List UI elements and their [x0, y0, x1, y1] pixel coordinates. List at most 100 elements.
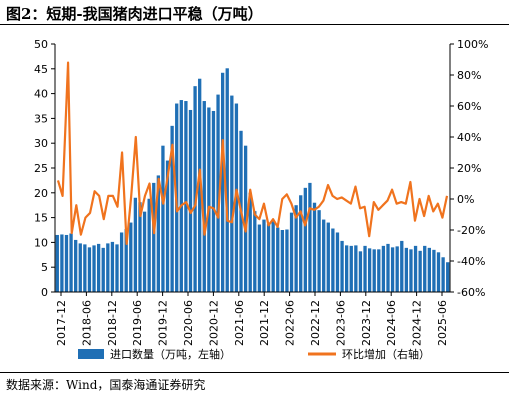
- bar: [404, 247, 409, 292]
- bar: [390, 247, 395, 292]
- left-tick-label: 40: [34, 88, 48, 101]
- right-tick-label: -40%: [457, 255, 485, 268]
- bar: [248, 192, 252, 292]
- bar: [110, 241, 115, 292]
- left-tick-label: 30: [34, 137, 48, 150]
- bar: [413, 245, 418, 292]
- x-tick-label: 2024-12: [411, 300, 424, 346]
- right-tick-label: 40%: [457, 131, 481, 144]
- bar: [289, 212, 294, 292]
- x-tick-label: 2022-06: [284, 300, 297, 346]
- bar: [92, 245, 96, 292]
- line-series: [56, 61, 449, 246]
- bar: [377, 249, 381, 292]
- bar: [230, 95, 234, 292]
- legend-label-line: 环比增加（右轴）: [342, 347, 430, 361]
- left-tick-label: 5: [41, 261, 48, 274]
- bar: [280, 230, 285, 292]
- left-tick-label: 10: [34, 236, 48, 249]
- bar: [69, 233, 73, 292]
- right-tick-label: 60%: [457, 100, 481, 113]
- left-tick-label: 45: [34, 63, 48, 76]
- bar: [354, 245, 358, 292]
- x-tick-label: 2020-06: [182, 300, 195, 346]
- left-tick-label: 25: [34, 162, 48, 175]
- bar: [432, 249, 436, 292]
- bar: [220, 72, 225, 292]
- bar: [266, 224, 271, 292]
- bar: [331, 228, 335, 292]
- bar: [446, 262, 450, 292]
- bar: [170, 125, 174, 292]
- bar: [211, 110, 216, 293]
- bar: [322, 219, 326, 292]
- bar: [358, 251, 363, 292]
- bar: [207, 107, 211, 293]
- bar: [253, 211, 257, 292]
- bar: [179, 100, 183, 292]
- bar: [335, 232, 340, 292]
- bar: [317, 210, 321, 292]
- bar: [161, 145, 165, 292]
- bar: [138, 202, 142, 292]
- right-tick-label: 0%: [457, 193, 474, 206]
- bar: [312, 202, 317, 292]
- x-tick-label: 2021-12: [258, 300, 271, 346]
- left-tick-label: 35: [34, 112, 48, 125]
- bar: [152, 182, 156, 292]
- left-tick-label: 15: [34, 212, 48, 225]
- bar: [271, 220, 275, 292]
- bar: [165, 160, 170, 292]
- x-tick-label: 2024-06: [385, 300, 398, 346]
- x-tick-label: 2018-12: [106, 300, 119, 346]
- left-tick-label: 50: [34, 38, 48, 51]
- bar: [285, 229, 289, 292]
- x-tick-label: 2023-12: [360, 300, 373, 346]
- right-tick-label: 100%: [457, 38, 488, 51]
- bar: [345, 245, 349, 292]
- bar: [124, 229, 128, 292]
- bar: [423, 245, 427, 292]
- bar: [198, 78, 202, 292]
- chart-area: 0 5 10 15 20 25 30 35 40 45 50 -60% -40% -20% 0% 20% 40%…: [34, 38, 488, 361]
- bar: [78, 243, 82, 292]
- bar: [299, 195, 303, 292]
- bar: [340, 240, 344, 292]
- bar: [294, 205, 298, 292]
- bar: [303, 187, 307, 292]
- bar: [367, 248, 372, 292]
- x-tick-label: 2019-06: [131, 300, 144, 346]
- bar: [225, 68, 229, 292]
- left-tick-label: 0: [41, 286, 48, 299]
- bar: [87, 247, 92, 292]
- bar: [418, 250, 422, 292]
- bar: [308, 182, 312, 292]
- bar: [115, 244, 119, 292]
- bar: [386, 243, 390, 292]
- bar: [262, 219, 266, 292]
- title-rule: [0, 24, 509, 25]
- bar: [188, 109, 193, 292]
- bar: [55, 234, 59, 292]
- bar: [133, 197, 138, 292]
- x-tick-label: 2020-12: [207, 300, 220, 346]
- x-tick-label: 2021-06: [233, 300, 246, 346]
- bar: [427, 247, 431, 292]
- bar: [243, 145, 248, 292]
- bar: [60, 234, 64, 292]
- legend-label-bars: 进口数量（万吨，左轴）: [110, 347, 231, 361]
- bar: [372, 249, 376, 292]
- bar: [436, 252, 441, 292]
- bar: [96, 243, 101, 292]
- bar: [193, 86, 197, 292]
- right-tick-label: -20%: [457, 224, 485, 237]
- right-tick-label: 20%: [457, 162, 481, 175]
- x-tick-label: 2022-12: [309, 300, 322, 346]
- bar: [349, 245, 353, 292]
- right-tick-label: 80%: [457, 69, 481, 82]
- bar: [400, 240, 404, 292]
- source-rule: [0, 372, 509, 373]
- bar: [129, 222, 133, 292]
- bar: [106, 243, 110, 292]
- x-tick-label: 2017-12: [55, 300, 68, 346]
